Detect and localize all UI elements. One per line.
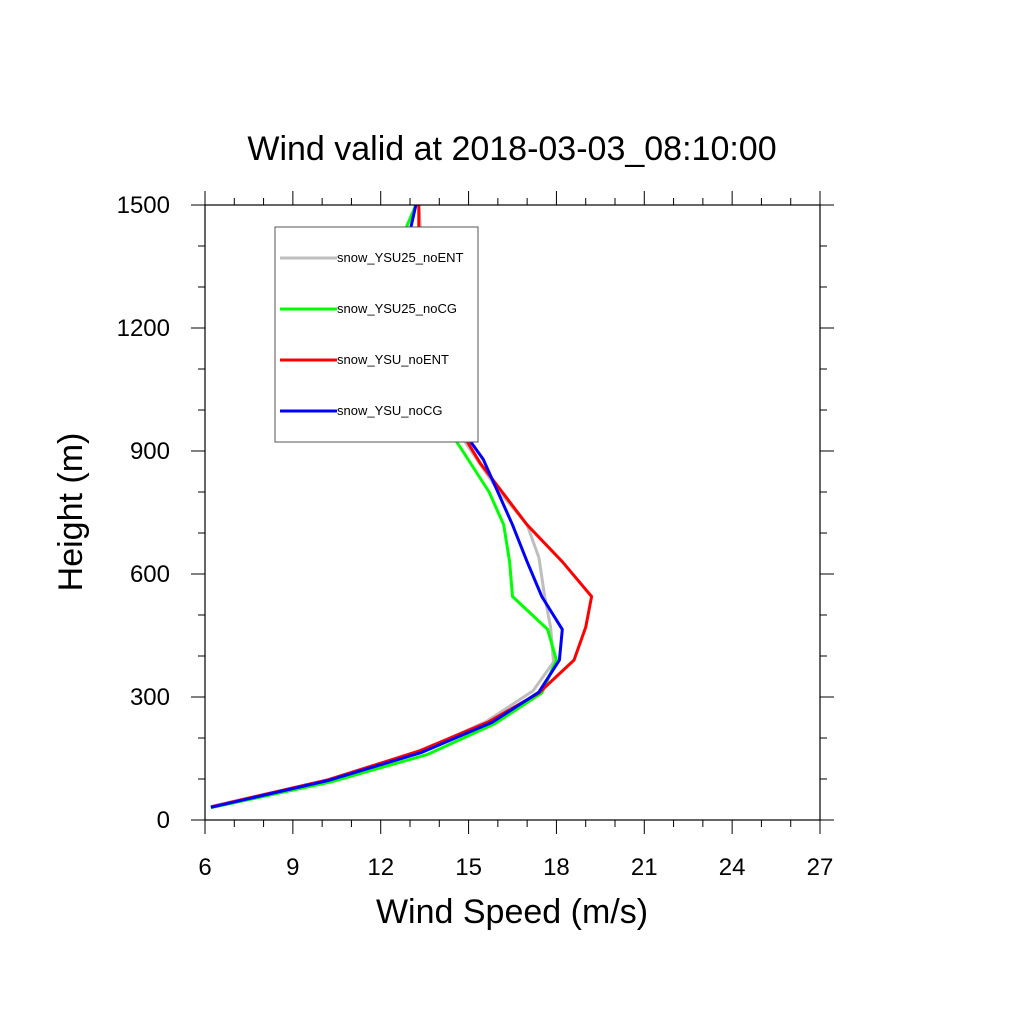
y-tick-label: 300 <box>130 684 170 711</box>
y-axis-label: Height (m) <box>52 433 90 592</box>
x-tick-label: 18 <box>543 854 570 881</box>
plot-frame <box>204 204 821 821</box>
x-tick-label: 21 <box>631 854 658 881</box>
x-tick-label: 27 <box>807 854 834 881</box>
legend: snow_YSU25_noENT snow_YSU25_noCG snow_YSU_… <box>274 226 479 443</box>
legend-box <box>274 226 479 443</box>
x-tick-label: 9 <box>286 854 299 881</box>
axes-layer: 6 9 12 15 18 21 24 27 0 300 600 900 1200 1500 <box>117 191 834 881</box>
legend-label-2: snow_YSU25_noCG <box>337 301 457 316</box>
y-tick-label: 1200 <box>117 315 170 342</box>
legend-label-1: snow_YSU25_noENT <box>337 250 464 265</box>
y-tick-label: 900 <box>130 438 170 465</box>
x-tick-label: 24 <box>719 854 746 881</box>
legend-label-3: snow_YSU_noENT <box>337 352 449 367</box>
chart-title: Wind valid at 2018-03-03_08:10:00 <box>247 130 776 168</box>
x-tick-label: 6 <box>198 854 211 881</box>
x-tick-label: 12 <box>367 854 394 881</box>
y-tick-label: 1500 <box>117 192 170 219</box>
x-tick-label: 15 <box>455 854 482 881</box>
legend-label-4: snow_YSU_noCG <box>337 403 443 418</box>
y-tick-label: 600 <box>130 561 170 588</box>
y-tick-label: 0 <box>157 807 170 834</box>
x-axis-label: Wind Speed (m/s) <box>376 893 648 931</box>
